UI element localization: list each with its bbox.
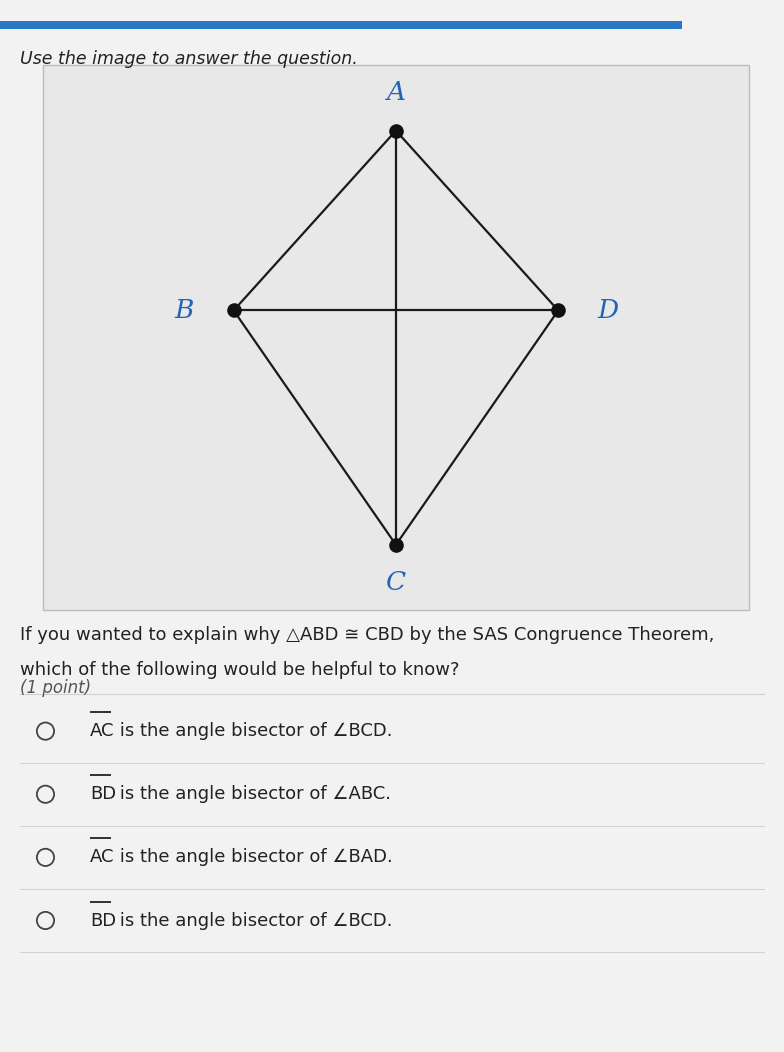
Point (227, 302, 240, 319)
Text: is the angle bisector of ∠ABC.: is the angle bisector of ∠ABC. (114, 785, 390, 804)
Text: D: D (597, 298, 618, 323)
Text: A: A (387, 80, 405, 105)
Text: AC: AC (90, 722, 114, 741)
Text: B: B (175, 298, 194, 323)
Point (390, 537, 402, 553)
Text: Use the image to answer the question.: Use the image to answer the question. (20, 50, 358, 68)
Point (552, 302, 564, 319)
Bar (43, 65, 749, 610)
Text: C: C (386, 570, 406, 595)
Text: which of the following would be helpful to know?: which of the following would be helpful … (20, 661, 459, 679)
Text: If you wanted to explain why △ABD ≅ CBD by the SAS Congruence Theorem,: If you wanted to explain why △ABD ≅ CBD … (20, 626, 714, 644)
Text: is the angle bisector of ∠BCD.: is the angle bisector of ∠BCD. (114, 911, 392, 930)
Text: AC: AC (90, 848, 114, 867)
Text: is the angle bisector of ∠BCD.: is the angle bisector of ∠BCD. (114, 722, 392, 741)
Bar (0, 21, 682, 29)
Text: (1 point): (1 point) (20, 679, 91, 696)
Text: BD: BD (90, 911, 116, 930)
Text: is the angle bisector of ∠BAD.: is the angle bisector of ∠BAD. (114, 848, 393, 867)
Point (390, 122, 402, 139)
Text: BD: BD (90, 785, 116, 804)
